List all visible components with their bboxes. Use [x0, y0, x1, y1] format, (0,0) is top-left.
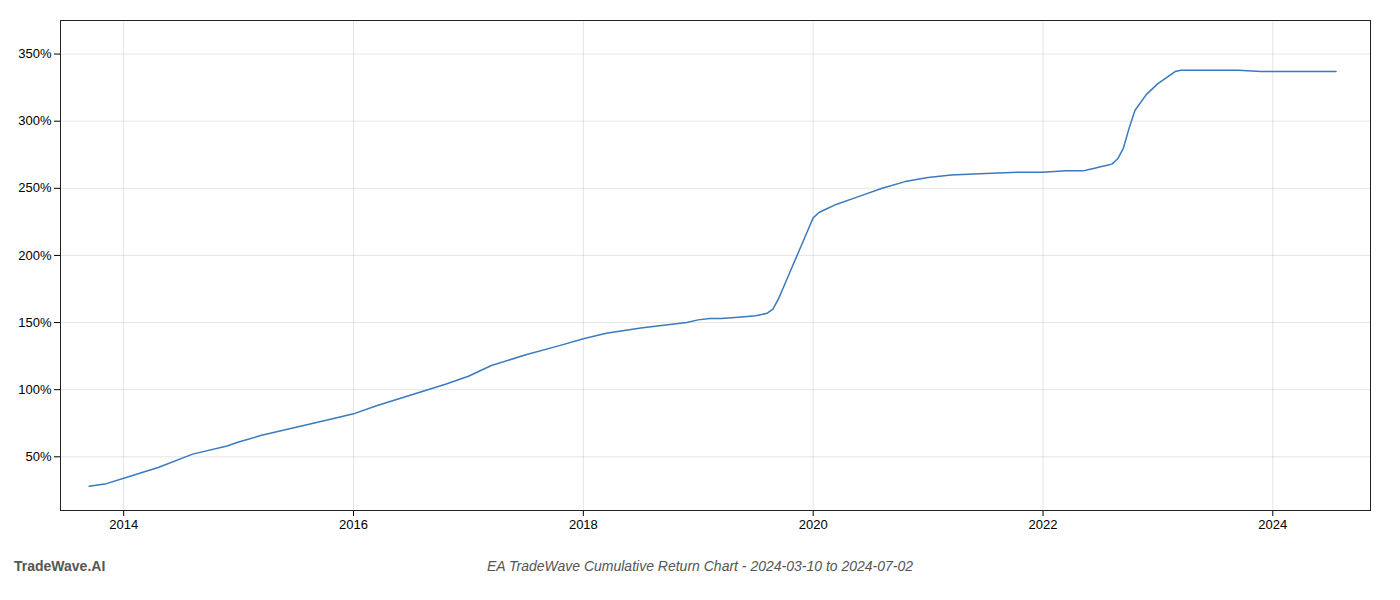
svg-text:2018: 2018: [569, 517, 598, 532]
svg-text:350%: 350%: [18, 46, 52, 61]
html-text:EA TradeWave Cumulative Return: EA TradeWave Cumulative Return Chart - 2…: [486, 558, 914, 574]
svg-text:100%: 100%: [18, 382, 52, 397]
svg-text:2024: 2024: [1258, 517, 1287, 532]
svg-text:2014: 2014: [109, 517, 138, 532]
svg-text:300%: 300%: [18, 113, 52, 128]
svg-text:250%: 250%: [18, 180, 52, 195]
svg-text:150%: 150%: [18, 315, 52, 330]
svg-text:50%: 50%: [25, 449, 51, 464]
svg-text:200%: 200%: [18, 248, 52, 263]
html-text:TradeWave.AI: TradeWave.AI: [14, 558, 106, 574]
svg-text:2020: 2020: [799, 517, 828, 532]
svg-text:2016: 2016: [339, 517, 368, 532]
svg-text:2022: 2022: [1029, 517, 1058, 532]
